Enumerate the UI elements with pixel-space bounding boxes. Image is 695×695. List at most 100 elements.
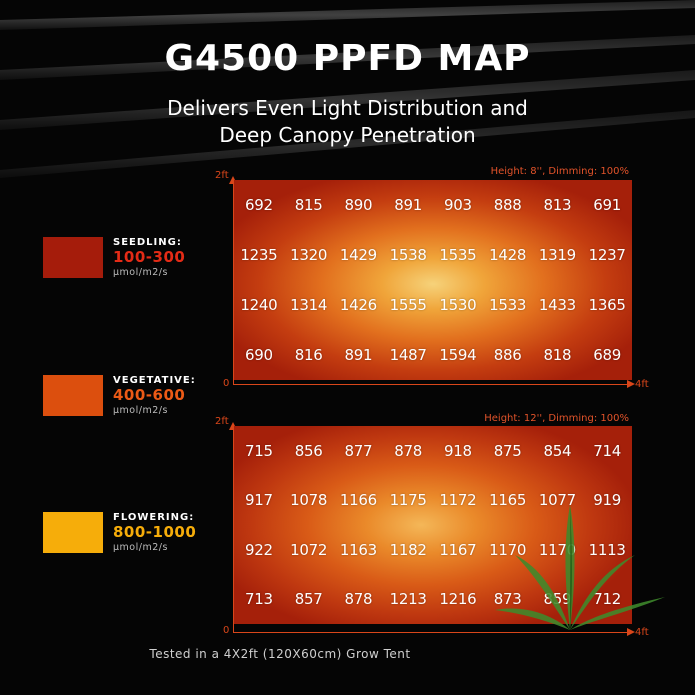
map2-cell: 922: [245, 540, 273, 559]
map2-y-label: 2ft: [215, 416, 229, 427]
map2-cell: 1113: [588, 540, 626, 559]
map1-cell: 818: [543, 346, 572, 364]
map1-cell: 1433: [538, 296, 576, 314]
map1-cell: 1237: [588, 246, 626, 264]
map1-cell: 1428: [489, 246, 527, 264]
map1-cell: 1594: [439, 346, 477, 364]
flowering-swatch: [43, 512, 103, 553]
map1-cell: 891: [394, 196, 422, 214]
map2-caption: Height: 12'', Dimming: 100%: [484, 413, 629, 424]
legend-vegetative-name: VEGETATIVE:: [113, 375, 196, 386]
map2-cell: 1175: [389, 491, 427, 510]
map2-x-axis: [233, 632, 629, 633]
map2-cell: 854: [543, 441, 572, 460]
map1-cell: 1555: [389, 296, 427, 314]
map2-cell: 715: [245, 441, 273, 460]
map2-cell: 1213: [389, 590, 427, 609]
legend-flowering-name: FLOWERING:: [113, 512, 195, 523]
map1-y-axis-arrow: [229, 176, 237, 184]
map1-x-axis: [233, 384, 629, 385]
map1-origin-label: 0: [223, 378, 230, 389]
map2-cell: 1172: [439, 491, 477, 510]
map1-cell: 886: [493, 346, 522, 364]
map2-y-axis: [233, 428, 234, 632]
subtitle-line-2: Deep Canopy Penetration: [219, 123, 476, 147]
map1-cell: 1314: [290, 296, 328, 314]
map1-cell: 888: [493, 196, 522, 214]
map1-y-label: 2ft: [215, 170, 229, 181]
map1-grid: 692 815 890 891 903 888 813 691 1235 132…: [234, 180, 632, 380]
subtitle-line-1: Delivers Even Light Distribution and: [167, 96, 528, 120]
map2-origin-label: 0: [223, 625, 230, 636]
map1-y-axis: [233, 182, 234, 384]
map1-cell: 1240: [240, 296, 278, 314]
leaf-logo-icon: [495, 505, 665, 630]
map2-cell: 1077: [538, 491, 576, 510]
map2-cell: 712: [593, 590, 621, 609]
legend-seedling-unit: μmol/m2/s: [113, 267, 168, 278]
legend-vegetative-range: 400-600: [113, 386, 186, 404]
page-title: G4500 PPFD MAP: [164, 38, 531, 79]
seedling-swatch: [43, 237, 103, 278]
map1-cell: 1487: [389, 346, 427, 364]
map2-x-axis-arrow: [627, 628, 635, 636]
map1-x-label: 4ft: [635, 379, 649, 390]
map2-grid: 715 856 877 878 918 875 854 714 917 1078…: [234, 426, 632, 624]
map2-cell: 714: [593, 441, 621, 460]
legend-seedling-range: 100-300: [113, 248, 186, 266]
legend-vegetative-unit: μmol/m2/s: [113, 405, 168, 416]
map1-x-axis-arrow: [627, 380, 635, 388]
map1-cell: 813: [543, 196, 572, 214]
map2-cell: 918: [444, 441, 472, 460]
map2-cell: 873: [493, 590, 522, 609]
map2-cell: 917: [245, 491, 273, 510]
map1-cell: 689: [593, 346, 621, 364]
map1-cell: 1533: [489, 296, 527, 314]
map1-cell: 890: [344, 196, 373, 214]
map2-x-label: 4ft: [635, 627, 649, 638]
legend-flowering-unit: μmol/m2/s: [113, 542, 168, 553]
map2-cell: 1165: [489, 491, 527, 510]
map2-cell: 1170: [489, 540, 527, 559]
map1-cell: 1429: [339, 246, 377, 264]
map2-cell: 857: [294, 590, 323, 609]
map2-cell: 1078: [290, 491, 328, 510]
map1-cell: 1319: [538, 246, 576, 264]
map1-cell: 891: [344, 346, 373, 364]
map2-cell: 875: [493, 441, 522, 460]
map2-heatmap: 715 856 877 878 918 875 854 714 917 1078…: [234, 426, 632, 624]
map2-cell: 919: [593, 491, 621, 510]
map1-cell: 691: [593, 196, 621, 214]
map1-cell: 692: [245, 196, 273, 214]
map1-cell: 1535: [439, 246, 477, 264]
map2-cell: 878: [394, 441, 422, 460]
map1-cell: 1538: [389, 246, 427, 264]
map2-y-axis-arrow: [229, 422, 237, 430]
vegetative-swatch: [43, 375, 103, 416]
map1-cell: 1426: [339, 296, 377, 314]
map1-cell: 903: [444, 196, 472, 214]
map1-cell: 690: [245, 346, 273, 364]
map2-cell: 856: [294, 441, 323, 460]
light-fixture-background: [0, 0, 695, 178]
map1-cell: 1530: [439, 296, 477, 314]
map2-cell: 1182: [389, 540, 427, 559]
map2-cell: 878: [344, 590, 373, 609]
map1-caption: Height: 8'', Dimming: 100%: [490, 166, 629, 177]
footer-note: Tested in a 4X2ft (120X60cm) Grow Tent: [149, 647, 411, 661]
legend-flowering-range: 800-1000: [113, 523, 197, 541]
map1-cell: 816: [294, 346, 323, 364]
map2-cell: 1216: [439, 590, 477, 609]
map1-cell: 815: [294, 196, 323, 214]
map2-cell: 713: [245, 590, 273, 609]
map2-cell: 877: [344, 441, 373, 460]
map1-heatmap: 692 815 890 891 903 888 813 691 1235 132…: [234, 180, 632, 380]
map2-cell: 1163: [339, 540, 377, 559]
map2-cell: 1166: [339, 491, 377, 510]
page-subtitle: Delivers Even Light Distribution and Dee…: [0, 95, 695, 149]
map1-cell: 1320: [290, 246, 328, 264]
map1-cell: 1235: [240, 246, 278, 264]
map1-cell: 1365: [588, 296, 626, 314]
map2-cell: 1072: [290, 540, 328, 559]
legend-seedling-name: SEEDLING:: [113, 237, 182, 248]
